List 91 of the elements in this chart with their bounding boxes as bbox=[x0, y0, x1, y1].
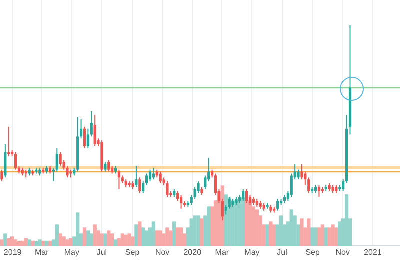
candlestick bbox=[318, 184, 321, 198]
candlestick bbox=[4, 144, 7, 178]
candlestick bbox=[118, 169, 121, 190]
candlestick bbox=[94, 114, 96, 147]
x-tick-label: May bbox=[244, 248, 260, 258]
bar bbox=[93, 224, 97, 246]
bar bbox=[196, 216, 200, 246]
bar bbox=[142, 228, 146, 246]
bar bbox=[10, 236, 14, 246]
bar bbox=[131, 236, 135, 246]
bar bbox=[155, 230, 159, 246]
bar bbox=[207, 206, 211, 246]
candlestick bbox=[159, 171, 162, 184]
x-tick-label: 2021 bbox=[364, 248, 382, 258]
candlestick bbox=[276, 198, 280, 212]
bar bbox=[200, 218, 204, 246]
bar bbox=[100, 234, 104, 246]
x-tick-label: Jul bbox=[96, 248, 108, 258]
bar bbox=[179, 228, 184, 246]
bar bbox=[279, 216, 284, 246]
bar bbox=[114, 240, 118, 246]
bar bbox=[0, 240, 4, 246]
x-tick-label: Sep bbox=[306, 248, 320, 258]
candlestick bbox=[59, 152, 62, 166]
bar bbox=[82, 228, 87, 246]
bar bbox=[152, 222, 156, 246]
x-tick-label: May bbox=[64, 248, 80, 258]
bar bbox=[28, 240, 32, 246]
bar bbox=[69, 238, 73, 246]
bar bbox=[317, 228, 322, 246]
bar bbox=[314, 228, 318, 246]
x-tick-label: Mar bbox=[215, 248, 230, 258]
bar bbox=[76, 212, 80, 246]
candlestick bbox=[138, 177, 142, 194]
candlestick bbox=[56, 148, 58, 172]
x-tick-label: Nov bbox=[155, 248, 170, 258]
bar bbox=[344, 194, 349, 246]
x-tick-label: 2019 bbox=[4, 248, 22, 258]
bar bbox=[176, 228, 180, 246]
candlestick bbox=[148, 169, 152, 182]
bar bbox=[44, 240, 49, 246]
bar bbox=[48, 240, 52, 246]
bar bbox=[272, 224, 276, 246]
bar bbox=[7, 238, 11, 246]
candlestick bbox=[166, 181, 169, 198]
x-tick-label: Nov bbox=[336, 248, 350, 258]
bar bbox=[172, 222, 176, 246]
candlestick bbox=[242, 188, 245, 202]
bar bbox=[38, 240, 42, 246]
bar bbox=[266, 224, 270, 246]
bar bbox=[42, 240, 46, 246]
candlestick bbox=[14, 152, 18, 170]
candlestick bbox=[0, 169, 4, 182]
bar bbox=[334, 228, 338, 246]
bar bbox=[104, 234, 108, 246]
bar bbox=[62, 236, 66, 246]
bar bbox=[31, 240, 35, 246]
bar bbox=[20, 240, 24, 246]
candlestick bbox=[83, 126, 86, 149]
bar bbox=[4, 234, 8, 246]
x-tick-label: 2020 bbox=[184, 248, 202, 258]
bar bbox=[34, 241, 38, 246]
bar bbox=[17, 241, 22, 246]
bar bbox=[110, 234, 114, 246]
bar bbox=[107, 230, 111, 246]
bar bbox=[310, 228, 314, 246]
candlestick bbox=[204, 175, 207, 190]
bar bbox=[14, 240, 18, 246]
bar bbox=[338, 222, 342, 246]
bar bbox=[328, 228, 332, 246]
bar bbox=[144, 230, 149, 246]
bar bbox=[320, 224, 324, 246]
x-tick-label: Sep bbox=[125, 248, 140, 258]
bar bbox=[134, 224, 138, 246]
bar bbox=[307, 218, 311, 246]
candlestick bbox=[297, 169, 300, 180]
bar bbox=[269, 222, 273, 246]
bar bbox=[169, 230, 173, 246]
candlestick bbox=[176, 190, 180, 202]
bar bbox=[166, 228, 170, 246]
candlestick bbox=[135, 165, 138, 188]
candlestick bbox=[108, 160, 110, 172]
bar bbox=[300, 218, 304, 246]
bar bbox=[138, 222, 142, 246]
x-tick-label: Mar bbox=[34, 248, 50, 258]
bar bbox=[86, 230, 90, 246]
bar bbox=[55, 224, 59, 246]
x-tick-label: Jul bbox=[277, 248, 288, 258]
bar bbox=[120, 234, 124, 246]
candlestick bbox=[104, 162, 107, 172]
candlestick bbox=[180, 194, 183, 210]
